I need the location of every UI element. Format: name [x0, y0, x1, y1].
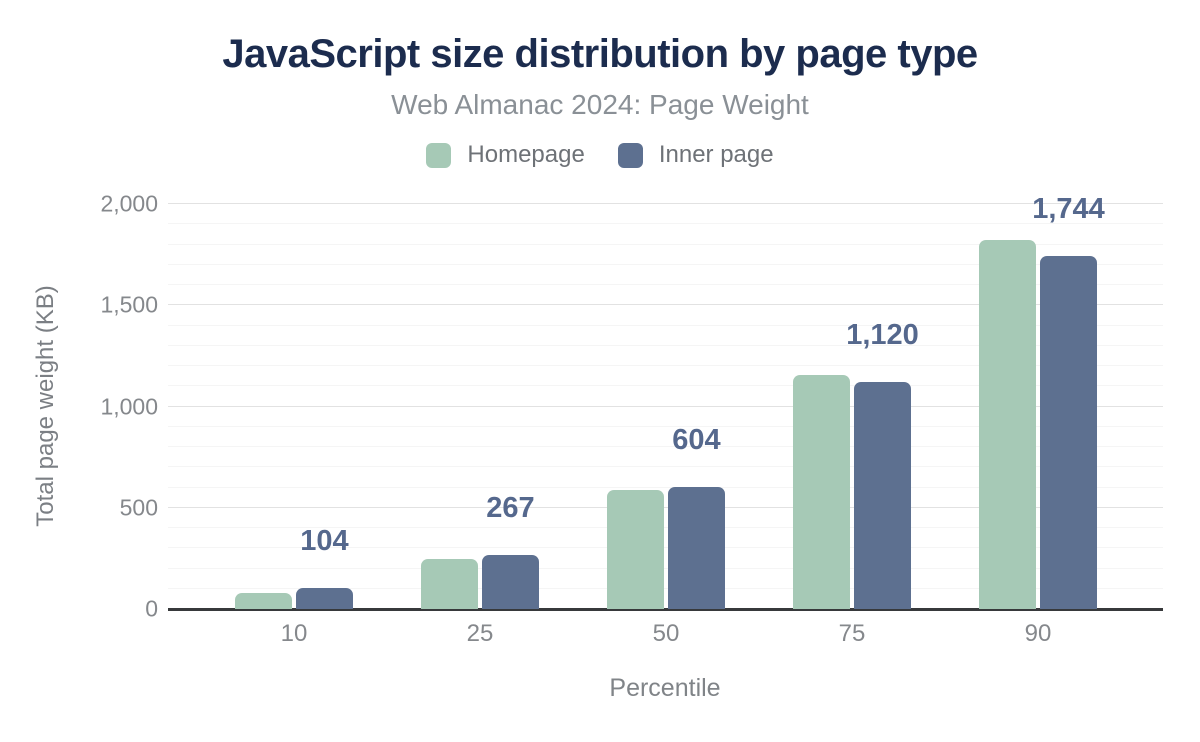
bar-value-label: 104 — [300, 524, 349, 557]
x-tick-label: 10 — [280, 620, 308, 647]
x-tick-label: 25 — [466, 620, 494, 647]
inner-page-swatch-icon — [617, 142, 643, 168]
minor-gridline — [168, 486, 1163, 488]
minor-gridline — [168, 547, 1163, 549]
legend-item-homepage[interactable]: Homepage — [426, 141, 585, 169]
legend-label: Inner page — [658, 141, 774, 168]
minor-gridline — [168, 223, 1163, 225]
major-gridline — [168, 304, 1163, 306]
legend-label: Homepage — [467, 141, 585, 168]
minor-gridline — [168, 446, 1163, 447]
bar-homepage-p25[interactable] — [421, 559, 478, 609]
y-axis-ticks: 0 500 1,000 1,500 2,000 — [0, 0, 158, 742]
bar-inner-page-p10[interactable] — [296, 588, 353, 609]
y-tick-label: 1,500 — [100, 291, 158, 318]
legend: Homepage Inner page — [0, 141, 1200, 169]
minor-gridline — [168, 425, 1163, 427]
bar-inner-page-p75[interactable] — [854, 382, 911, 609]
bar-value-label: 1,744 — [1032, 192, 1105, 225]
minor-gridline — [168, 587, 1163, 589]
chart-subtitle: Web Almanac 2024: Page Weight — [391, 89, 809, 120]
bar-homepage-p50[interactable] — [607, 490, 664, 609]
x-axis-baseline — [168, 608, 1163, 611]
bar-value-label: 267 — [486, 491, 535, 524]
minor-gridline — [168, 365, 1163, 366]
bar-inner-page-p25[interactable] — [482, 555, 539, 609]
bar-inner-page-p90[interactable] — [1040, 256, 1097, 609]
minor-gridline — [168, 567, 1163, 569]
minor-gridline — [168, 527, 1163, 528]
bar-homepage-p90[interactable] — [979, 240, 1036, 609]
bar-value-label: 1,120 — [846, 319, 919, 352]
homepage-swatch-icon — [426, 142, 452, 168]
major-gridline — [168, 405, 1163, 407]
plot-area: 104 267 604 1,120 1,744 — [168, 194, 1163, 611]
minor-gridline — [168, 243, 1163, 245]
y-tick-label: 2,000 — [100, 190, 158, 217]
bar-homepage-p10[interactable] — [235, 593, 292, 609]
bar-value-label: 604 — [672, 423, 721, 456]
x-axis-title: Percentile — [609, 674, 721, 702]
y-tick-label: 0 — [145, 595, 158, 622]
major-gridline — [168, 506, 1163, 508]
chart-title: JavaScript size distribution by page typ… — [222, 32, 978, 76]
major-gridline — [168, 203, 1163, 204]
x-tick-label: 50 — [652, 620, 680, 647]
minor-gridline — [168, 466, 1163, 468]
x-tick-label: 75 — [838, 620, 866, 647]
bar-inner-page-p50[interactable] — [668, 487, 725, 609]
minor-gridline — [168, 284, 1163, 285]
y-tick-label: 1,000 — [100, 393, 158, 419]
y-tick-label: 500 — [119, 494, 158, 521]
legend-item-inner-page[interactable]: Inner page — [617, 141, 774, 169]
minor-gridline — [168, 324, 1163, 326]
x-tick-label: 90 — [1024, 620, 1052, 647]
minor-gridline — [168, 344, 1163, 346]
minor-gridline — [168, 263, 1163, 265]
minor-gridline — [168, 385, 1163, 387]
bar-homepage-p75[interactable] — [793, 375, 850, 609]
